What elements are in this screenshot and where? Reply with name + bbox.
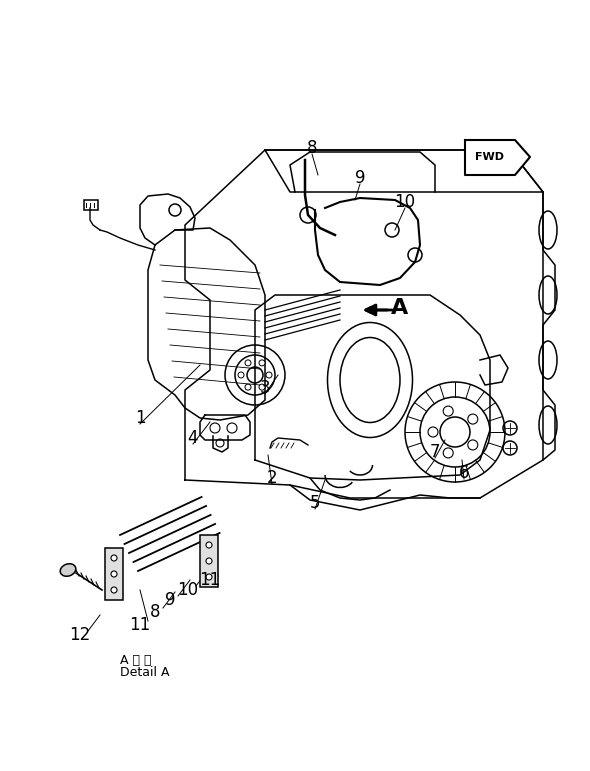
Text: 8: 8 xyxy=(150,603,160,621)
Circle shape xyxy=(206,542,212,548)
Text: 3: 3 xyxy=(260,379,270,397)
Text: 7: 7 xyxy=(430,443,440,461)
Text: 9: 9 xyxy=(355,169,365,187)
Text: 11: 11 xyxy=(129,616,150,634)
Circle shape xyxy=(111,571,117,577)
Bar xyxy=(200,535,218,587)
Circle shape xyxy=(245,360,251,366)
Text: 8: 8 xyxy=(307,139,317,157)
Text: FWD: FWD xyxy=(474,152,503,162)
Circle shape xyxy=(259,360,265,366)
Circle shape xyxy=(266,372,272,378)
Text: 5: 5 xyxy=(310,494,320,512)
Ellipse shape xyxy=(60,564,76,576)
Circle shape xyxy=(468,414,478,424)
Circle shape xyxy=(111,587,117,593)
Text: 10: 10 xyxy=(178,581,199,599)
Text: 9: 9 xyxy=(165,591,175,609)
Text: 6: 6 xyxy=(459,464,469,482)
Text: 10: 10 xyxy=(395,193,415,211)
Text: 12: 12 xyxy=(70,626,91,644)
Circle shape xyxy=(259,384,265,390)
Bar xyxy=(105,548,123,600)
Circle shape xyxy=(443,448,453,458)
Circle shape xyxy=(206,558,212,564)
Text: A: A xyxy=(391,298,409,318)
Circle shape xyxy=(443,406,453,416)
Text: 1: 1 xyxy=(135,409,145,427)
Circle shape xyxy=(245,384,251,390)
Text: 11: 11 xyxy=(199,571,221,589)
Text: 4: 4 xyxy=(188,429,198,447)
Text: 2: 2 xyxy=(267,469,277,487)
Circle shape xyxy=(111,555,117,561)
Circle shape xyxy=(238,372,244,378)
Circle shape xyxy=(468,440,478,450)
Circle shape xyxy=(428,427,438,437)
Polygon shape xyxy=(465,140,530,175)
Text: A 詳 細: A 詳 細 xyxy=(120,654,152,666)
Circle shape xyxy=(206,574,212,580)
Text: Detail A: Detail A xyxy=(120,666,169,679)
